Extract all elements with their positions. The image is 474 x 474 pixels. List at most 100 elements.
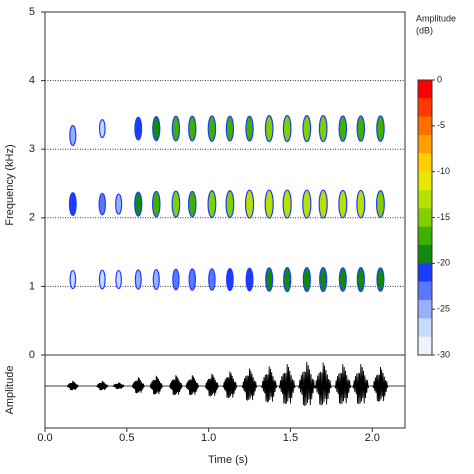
- spectral-blob: [225, 115, 235, 142]
- colorbar-swatch: [418, 263, 432, 282]
- colorbar-swatch: [418, 208, 432, 227]
- spectral-blob: [282, 115, 292, 143]
- colorbar-swatch: [418, 80, 432, 99]
- spectral-blob: [319, 266, 328, 293]
- spectral-blob: [338, 189, 348, 219]
- spectral-blob: [283, 266, 292, 293]
- spectral-blob: [208, 268, 216, 291]
- colorbar-swatch: [418, 245, 432, 264]
- spectral-blob: [98, 119, 106, 139]
- spectral-blob: [188, 115, 197, 142]
- spectral-blob: [152, 190, 161, 218]
- y-axis-title: Frequency (kHz): [4, 144, 16, 225]
- colorbar-tick-label: -20: [437, 258, 450, 268]
- waveform-pulse: [334, 364, 352, 405]
- waveform-pulse: [278, 364, 296, 405]
- spectral-blob: [226, 267, 234, 292]
- x-axis-title: Time (s): [208, 454, 248, 466]
- spectrogram-frame: [44, 11, 406, 356]
- spectral-blob: [356, 266, 365, 293]
- spectral-blob: [302, 189, 312, 219]
- waveform-pulse: [66, 380, 79, 391]
- spectral-blob: [338, 267, 347, 292]
- spectral-blob: [171, 190, 181, 218]
- y-tick-label: 2: [29, 212, 35, 224]
- waveform-pulse: [222, 371, 238, 399]
- waveform-pulse: [261, 366, 278, 403]
- waveform-pulse: [131, 377, 145, 394]
- waveform-pulse: [169, 375, 183, 396]
- spectral-blob: [244, 189, 255, 219]
- spectral-blob: [134, 116, 143, 141]
- spectral-blob: [376, 115, 385, 142]
- spectral-blob: [207, 115, 217, 142]
- colorbar-tick-label: -5: [437, 120, 445, 130]
- spectral-blob: [318, 189, 328, 219]
- spectral-blob: [356, 189, 366, 219]
- spectral-blob: [264, 189, 274, 219]
- spectral-blob: [356, 115, 366, 142]
- colorbar-swatch: [418, 153, 432, 172]
- spectral-blob: [264, 115, 274, 143]
- spectral-blob: [188, 268, 197, 291]
- spectral-blob: [134, 191, 143, 217]
- x-tick-label: 0.5: [119, 432, 134, 444]
- waveform-pulse: [314, 362, 332, 406]
- y-tick-label: 1: [29, 280, 35, 292]
- spectral-blob: [318, 115, 328, 143]
- waveform-pulse: [372, 366, 389, 402]
- colorbar-tick-label: -15: [437, 212, 450, 222]
- x-tick-label: 0.0: [37, 432, 52, 444]
- spectral-blob: [69, 124, 77, 147]
- x-tick-label: 1.5: [283, 432, 298, 444]
- spectral-blob: [98, 192, 107, 216]
- colorbar-tick-label: -25: [437, 304, 450, 314]
- y-tick-label: 5: [29, 6, 35, 18]
- waveform-pulse: [96, 380, 109, 391]
- colorbar-title: (dB): [416, 25, 433, 35]
- spectral-blob: [69, 269, 77, 290]
- spectral-blob: [172, 268, 180, 291]
- colorbar-swatch: [418, 336, 432, 356]
- colorbar-swatch: [418, 116, 432, 136]
- waveform-pulse: [149, 375, 164, 395]
- colorbar-swatch: [418, 318, 432, 337]
- spectral-blob: [225, 190, 235, 219]
- colorbar-swatch: [418, 281, 432, 301]
- colorbar-tick-label: 0: [437, 74, 442, 84]
- spectral-blob: [376, 267, 385, 292]
- spectral-blob: [265, 267, 274, 292]
- colorbar-swatch: [418, 226, 432, 246]
- colorbar-swatch: [418, 171, 432, 191]
- spectral-blob: [171, 115, 181, 142]
- x-tick-label: 2.0: [365, 432, 380, 444]
- colorbar-swatch: [418, 135, 432, 154]
- spectral-blob: [134, 269, 142, 290]
- colorbar-tick-label: -10: [437, 166, 450, 176]
- waveform-pulse: [298, 361, 316, 407]
- waveform-frame: [44, 354, 406, 429]
- colorbar-swatch: [418, 98, 432, 117]
- spectral-blob: [68, 192, 77, 217]
- waveform-axis-title: Amplitude: [4, 366, 16, 415]
- waveform-pulse: [352, 364, 370, 405]
- spectral-blob: [115, 193, 123, 215]
- x-tick-label: 1.0: [201, 432, 216, 444]
- y-tick-label: 4: [29, 75, 35, 87]
- colorbar-swatch: [418, 300, 432, 319]
- y-tick-label: 3: [29, 143, 35, 155]
- spectral-blob: [282, 189, 292, 219]
- waveform-pulse: [112, 382, 125, 390]
- spectral-blob: [338, 115, 348, 142]
- spectral-blob: [302, 266, 311, 293]
- waveform-pulse: [185, 375, 200, 396]
- spectral-blob: [152, 268, 160, 291]
- spectral-blob: [376, 190, 385, 219]
- spectral-blob: [115, 269, 122, 290]
- colorbar-tick-label: -30: [437, 349, 450, 359]
- spectral-blob: [245, 115, 254, 142]
- colorbar-swatch: [418, 190, 432, 209]
- spectral-blob: [302, 115, 312, 143]
- spectral-blob: [152, 116, 161, 142]
